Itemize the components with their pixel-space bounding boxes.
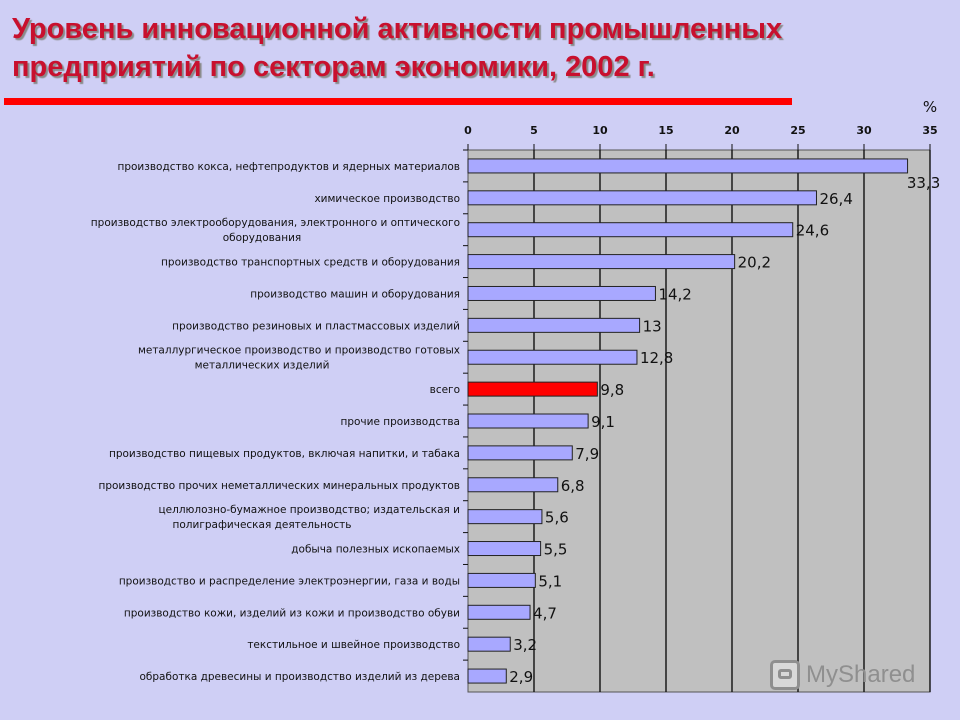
bar (467, 413, 589, 429)
category-label: всего (430, 384, 460, 396)
bar (467, 285, 656, 301)
watermark: MyShared (770, 657, 915, 693)
unit-label: % (923, 98, 937, 116)
tick-label: 5 (530, 124, 538, 137)
bar (467, 541, 542, 557)
bar (467, 317, 641, 333)
category-label: текстильное и швейное производство (247, 639, 460, 651)
tick-label: 35 (922, 124, 937, 137)
value-label: 5,5 (544, 541, 568, 559)
value-label: 6,8 (561, 477, 585, 495)
bar (467, 572, 536, 588)
axis-ticks: 0 5 10 15 20 25 30 35 (463, 124, 938, 661)
tick-label: 25 (790, 124, 805, 137)
category-label: добыча полезных ископаемых (291, 544, 460, 556)
bar (467, 190, 817, 206)
bar (467, 509, 543, 525)
tick-label: 15 (658, 124, 673, 137)
value-label: 7,9 (575, 445, 599, 463)
category-label: обработка древесины и производство издел… (139, 671, 460, 683)
value-label: 14,2 (658, 285, 691, 303)
category-label: оборудования (223, 232, 302, 244)
category-label: производство электрооборудования, электр… (91, 217, 460, 229)
bar (467, 604, 531, 620)
value-label: 20,2 (738, 254, 771, 272)
value-label: 4,7 (533, 604, 557, 622)
bar (467, 636, 511, 652)
watermark-text: MyShared (806, 661, 916, 688)
category-label: металлургическое производство и производ… (138, 345, 460, 357)
bar (467, 349, 638, 365)
value-label: 9,8 (600, 381, 624, 399)
category-label: целлюлозно-бумажное производство; издате… (159, 504, 460, 516)
category-label: химическое производство (314, 193, 460, 205)
bar (467, 477, 559, 493)
value-label: 9,1 (591, 413, 615, 431)
value-label: 24,6 (796, 222, 829, 240)
bar (467, 222, 794, 238)
category-label: производство и распределение электроэнер… (119, 575, 460, 587)
category-label: металлических изделий (195, 360, 330, 372)
tick-label: 10 (592, 124, 608, 137)
value-label: 5,6 (545, 509, 569, 527)
category-label: производство машин и оборудования (250, 288, 460, 300)
category-label: производство кокса, нефтепродуктов и яде… (117, 161, 460, 173)
value-label: 12,8 (640, 349, 673, 367)
category-label: производство пищевых продуктов, включая … (109, 448, 460, 460)
presentation-icon (770, 660, 800, 690)
bar (467, 158, 909, 174)
category-label: производство кожи, изделий из кожи и про… (124, 607, 460, 619)
tick-label: 20 (724, 124, 740, 137)
bar (467, 254, 736, 270)
category-labels: производство кокса, нефтепродуктов и яде… (91, 161, 460, 683)
value-label: 33,3 (907, 174, 940, 192)
title-line-1: Уровень инновационной активности промышл… (12, 13, 783, 45)
page-title: Уровень инновационной активности промышл… (12, 10, 952, 86)
value-label: 13 (643, 317, 662, 335)
value-label: 5,1 (538, 572, 562, 590)
bar-total (467, 381, 598, 397)
category-label: полиграфическая деятельность (173, 519, 352, 531)
bars (467, 158, 909, 684)
value-label: 2,9 (509, 668, 533, 686)
bar (467, 445, 573, 461)
value-label: 26,4 (819, 190, 852, 208)
category-label: производство транспортных средств и обор… (161, 257, 460, 269)
bar (467, 668, 507, 684)
title-underline (4, 98, 792, 105)
category-label: прочие производства (340, 416, 460, 428)
category-label: производство прочих неметаллических мине… (98, 480, 460, 492)
value-labels: 33,3 26,4 24,6 20,2 14,2 13 12,8 9,8 9,1 7,9 6,8 5,… (509, 174, 940, 686)
category-label: производство резиновых и пластмассовых и… (172, 320, 460, 332)
tick-label: 30 (856, 124, 872, 137)
title-line-2: предприятий по секторам экономики, 2002 … (12, 51, 655, 83)
value-label: 3,2 (513, 636, 537, 654)
tick-label: 0 (464, 124, 472, 137)
